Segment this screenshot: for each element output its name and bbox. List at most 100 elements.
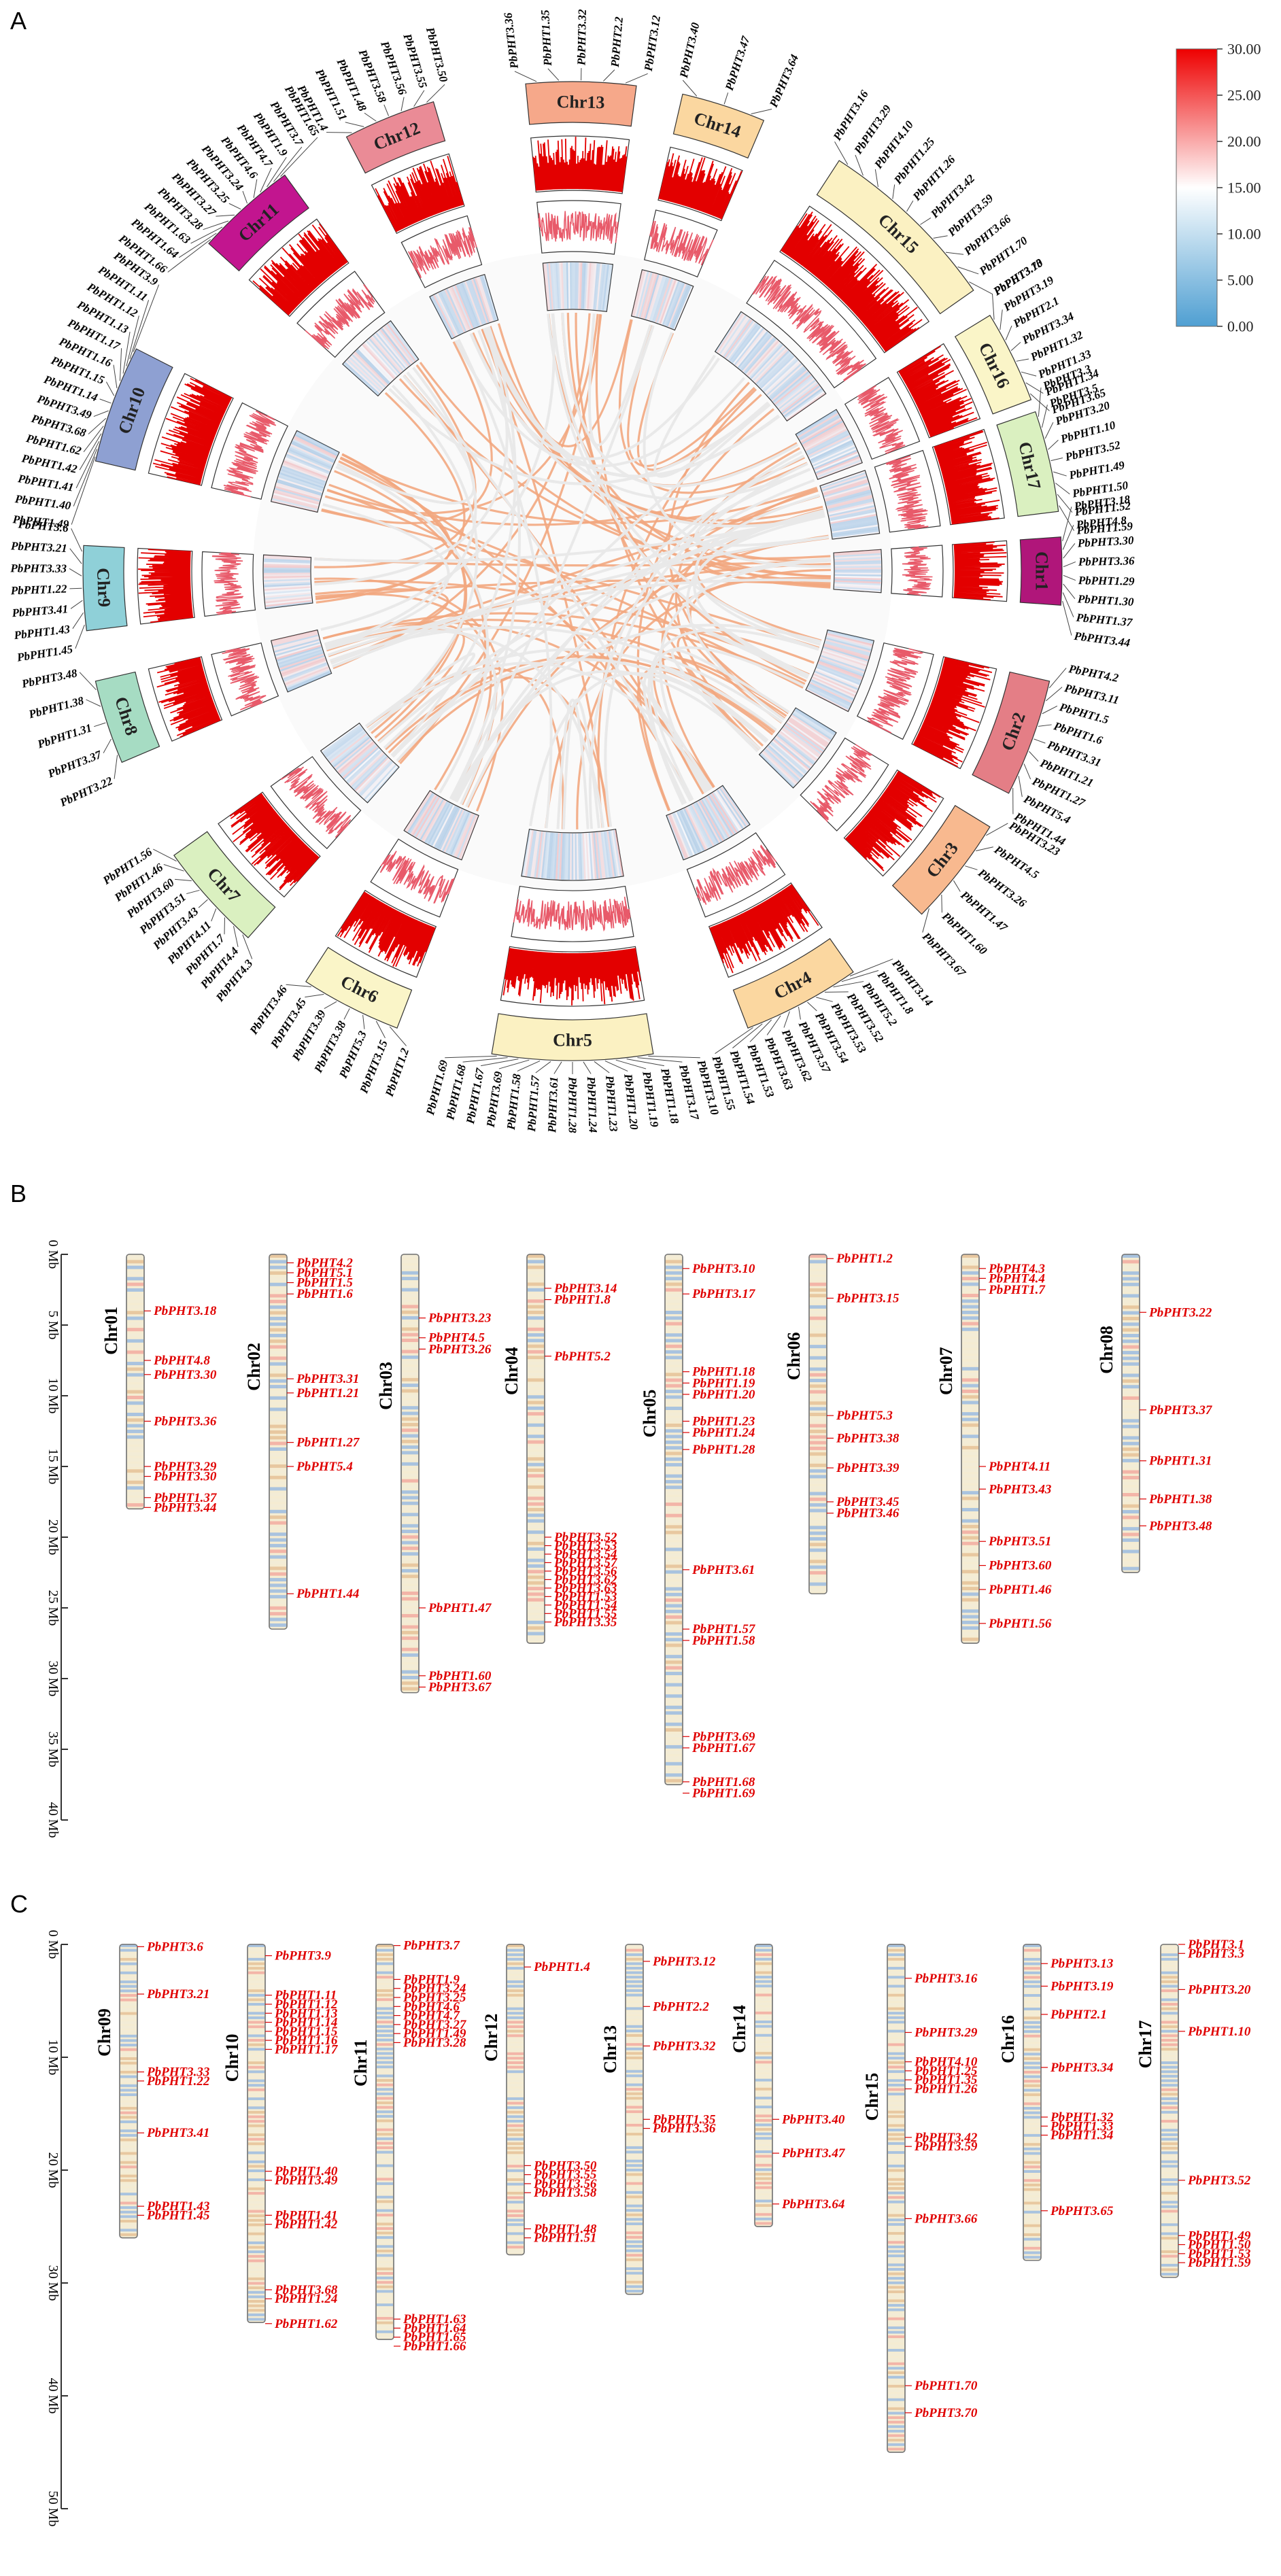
density-stripe [810,1339,826,1343]
density-stripe [810,1537,826,1541]
density-stripe [888,1953,904,1957]
density-stripe [507,2101,524,2105]
density-stripe [1024,2089,1040,2092]
density-stripe [1123,1549,1139,1553]
gc-content-line [211,552,244,615]
density-stripe [810,1469,826,1473]
density-stripe [507,2120,524,2123]
density-stripe [1161,2165,1178,2168]
density-stripe [666,1739,682,1743]
density-stripe [248,2295,264,2299]
density-stripe [1024,2161,1040,2164]
legend-tick-label: 30.00 [1227,41,1261,58]
density-stripe [270,1362,286,1366]
density-stripe [1024,2193,1040,2196]
density-stripe [377,2128,393,2131]
density-stripe [270,1458,286,1462]
density-stripe [962,1344,978,1348]
density-stripe [248,2290,264,2294]
density-stripe [626,2106,643,2109]
density-stripe [666,1260,682,1264]
gene-label: PbPHT1.58 [691,1634,755,1648]
density-stripe [270,1623,286,1627]
heatmap-track [320,722,400,804]
density-stripe [270,1572,286,1576]
density-stripe [528,1445,544,1449]
gene-label: PbPHT1.45 [146,2208,210,2222]
density-stripe [666,1643,682,1647]
density-stripe [626,2191,643,2194]
density-stripe [402,1333,418,1337]
density-stripe [888,2272,904,2276]
density-stripe [402,1484,418,1488]
density-stripe [377,2159,393,2163]
density-stripe [888,2227,904,2231]
density-stripe [377,1989,393,1992]
density-stripe [1024,2075,1040,2078]
gene-label: PbPHT3.36 [501,12,521,70]
density-stripe [666,1299,682,1303]
density-stripe [1024,2039,1040,2042]
gene-label: PbPHT1.37 [1075,611,1134,630]
gene-label: PbPHT1.30 [1076,592,1134,608]
density-stripe [120,2206,137,2210]
density-stripe [755,2087,772,2091]
density-stripe [377,1948,393,1952]
density-stripe [248,2187,264,2191]
background-link [330,511,825,665]
density-stripe [120,2080,137,2083]
density-stripe [248,2182,264,2186]
gene-label: PbPHT3.3 [1187,1946,1244,1961]
gene-label: PbPHT1.41 [16,472,75,494]
density-stripe [962,1445,978,1449]
background-link [322,502,450,651]
density-stripe [626,2227,643,2230]
density-stripe [507,2021,524,2024]
chr-label: Chr5 [553,1031,592,1050]
density-stripe [402,1580,418,1584]
gene-label: PbPHT3.41 [146,2126,209,2140]
density-stripe [1161,2124,1178,2127]
density-stripe [626,2092,643,2095]
density-stripe [810,1429,826,1433]
density-stripe [1024,2210,1040,2214]
density-stripe [888,2299,904,2303]
density-stripe [810,1299,826,1303]
density-stripe [270,1271,286,1275]
density-stripe [270,1549,286,1553]
density-stripe [962,1384,978,1388]
density-stripe [528,1418,544,1422]
gene-label: PbPHT3.1 [1187,1938,1244,1952]
density-stripe [120,1967,137,1970]
density-stripe [962,1260,978,1264]
density-stripe [1161,2043,1178,2046]
gene-label: PbPHT3.65 [1050,2204,1114,2218]
density-stripe [377,2047,393,2050]
density-stripe [626,1985,643,1988]
density-stripe [962,1356,978,1360]
density-stripe [1123,1538,1139,1542]
density-stripe [666,1530,682,1534]
density-stripe [1123,1532,1139,1536]
gene-label: PbPHT3.39 [836,1461,900,1475]
density-stripe [1024,2021,1040,2024]
density-stripe [120,1980,137,1984]
density-stripe [248,2282,264,2285]
gc-content-line [407,226,477,279]
density-stripe [1161,1948,1178,1952]
density-stripe [810,1282,826,1286]
chromosome-label: Chr15 [862,2073,882,2121]
chromosome-label: Chr06 [784,1332,804,1380]
density-stripe [270,1339,286,1343]
gc-content-line [222,647,267,710]
density-stripe [270,1470,286,1474]
gene-label: PbPHT3.15 [836,1291,900,1305]
density-stripe [1123,1566,1139,1570]
density-stripe [377,2263,393,2266]
density-stripe [120,1976,137,1979]
density-stripe [626,2033,643,2037]
density-stripe [755,2123,772,2127]
gene-label: PbPHT1.67 [464,1066,487,1125]
density-stripe [810,1333,826,1337]
